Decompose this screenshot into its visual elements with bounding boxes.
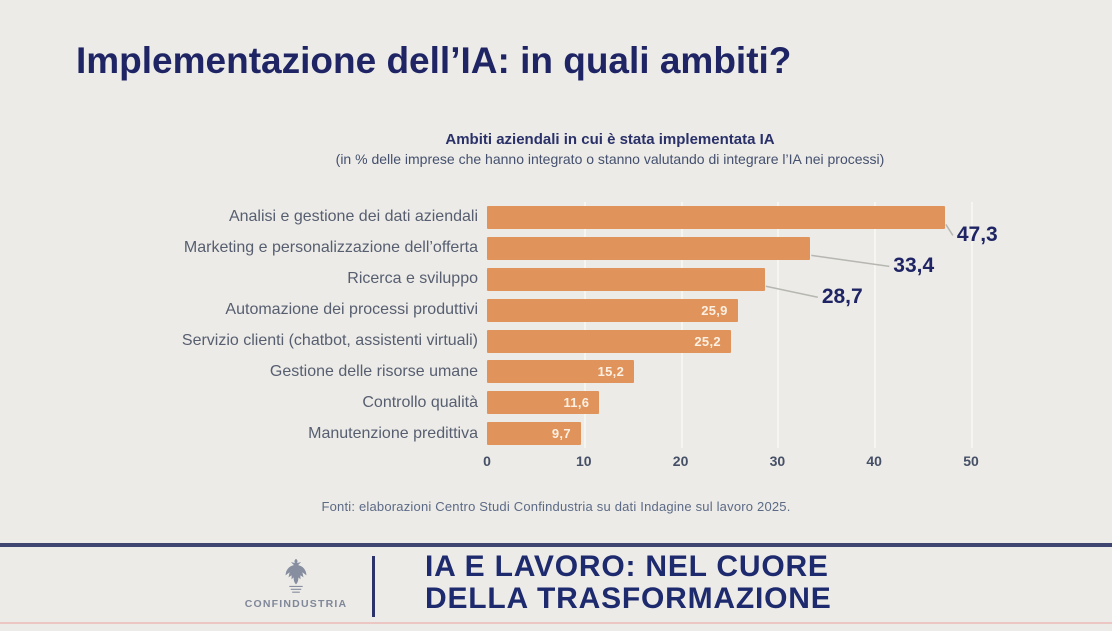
bar-track: 11,6: [487, 391, 1090, 415]
chart-row: Manutenzione predittiva 9,7: [80, 418, 1090, 449]
chart-header: Ambiti aziendali in cui è stata implemen…: [110, 131, 1110, 167]
category-label: Controllo qualità: [362, 393, 478, 411]
banner-title-line1: IA E LAVORO: NEL CUORE: [425, 550, 829, 583]
chart-subtitle: (in % delle imprese che hanno integrato …: [335, 151, 885, 167]
bar-value-label: 15,2: [597, 364, 625, 380]
chart-gridlines: [487, 202, 973, 448]
gridline: [777, 202, 780, 448]
bar-track: 25,9: [487, 298, 1090, 322]
bar: 15,2: [487, 360, 635, 384]
chart-row: Marketing e personalizzazione dell’offer…: [80, 233, 1090, 264]
bar-value-label: 11,6: [563, 395, 590, 411]
eagle-icon: [285, 558, 307, 593]
banner-title: IA E LAVORO: NEL CUORE DELLA TRASFORMAZI…: [425, 551, 832, 615]
x-tick-label: 40: [866, 453, 882, 469]
category-label: Gestione delle risorse umane: [269, 362, 478, 380]
chart-row: Analisi e gestione dei dati aziendali: [80, 202, 1090, 233]
chart-row: Controllo qualità 11,6: [80, 387, 1090, 418]
bar-track: 25,2: [487, 329, 1090, 353]
bar-value-label: 9,7: [551, 426, 571, 442]
gridline: [971, 202, 973, 448]
x-tick-label: 30: [769, 453, 786, 469]
x-tick-label: 20: [672, 453, 689, 469]
chart-row: Automazione dei processi produttivi 25,9: [80, 295, 1090, 326]
chart-row: Ricerca e sviluppo: [80, 264, 1090, 295]
bar-track: 9,7: [487, 422, 1090, 446]
banner-title-line2: DELLA TRASFORMAZIONE: [425, 582, 832, 615]
bar-track: [487, 267, 1090, 291]
bar: [487, 267, 765, 291]
x-tick-label: 0: [483, 453, 491, 469]
category-label: Manutenzione predittiva: [308, 424, 478, 442]
chart-row: Gestione delle risorse umane 15,2: [80, 356, 1090, 387]
confindustria-logo: CONFINDUSTRIA: [240, 556, 352, 610]
category-label: Analisi e gestione dei dati aziendali: [228, 208, 478, 226]
bottom-accent-line: [0, 622, 1112, 624]
x-tick-label: 50: [963, 453, 979, 469]
bar: 25,2: [487, 329, 731, 353]
chart-row: Servizio clienti (chatbot, assistenti vi…: [80, 326, 1090, 357]
confindustria-wordmark: CONFINDUSTRIA: [244, 598, 348, 610]
banner-vertical-divider: [372, 556, 375, 617]
bar: [487, 236, 811, 260]
bar: [487, 205, 945, 229]
page-title: Implementazione dell’IA: in quali ambiti…: [76, 40, 792, 81]
bar: 11,6: [487, 391, 600, 415]
x-axis: 0 10 20 30 40 50: [483, 453, 979, 473]
category-label: Automazione dei processi produttivi: [225, 301, 478, 319]
source-note: Fonti: elaborazioni Centro Studi Confind…: [321, 499, 791, 514]
category-label: Ricerca e sviluppo: [347, 270, 478, 288]
bar-track: [487, 236, 1090, 260]
chart-plot: Analisi e gestione dei dati aziendali Mar…: [80, 202, 1090, 449]
category-label: Servizio clienti (chatbot, assistenti vi…: [181, 332, 478, 349]
bar-value-label: 25,9: [701, 302, 728, 318]
bar: 25,9: [487, 298, 738, 322]
gridline: [874, 202, 877, 448]
banner-divider-rule: [0, 543, 1112, 547]
bar-track: 15,2: [487, 360, 1090, 384]
category-label: Marketing e personalizzazione dell’offer…: [183, 239, 478, 257]
bar-value-label: 25,2: [694, 333, 721, 349]
gridline: [680, 202, 683, 448]
chart-title: Ambiti aziendali in cui è stata implemen…: [445, 131, 775, 148]
x-tick-label: 10: [576, 453, 592, 469]
bar-track: [487, 205, 1090, 229]
bar: 9,7: [487, 422, 581, 446]
gridline: [583, 202, 586, 448]
